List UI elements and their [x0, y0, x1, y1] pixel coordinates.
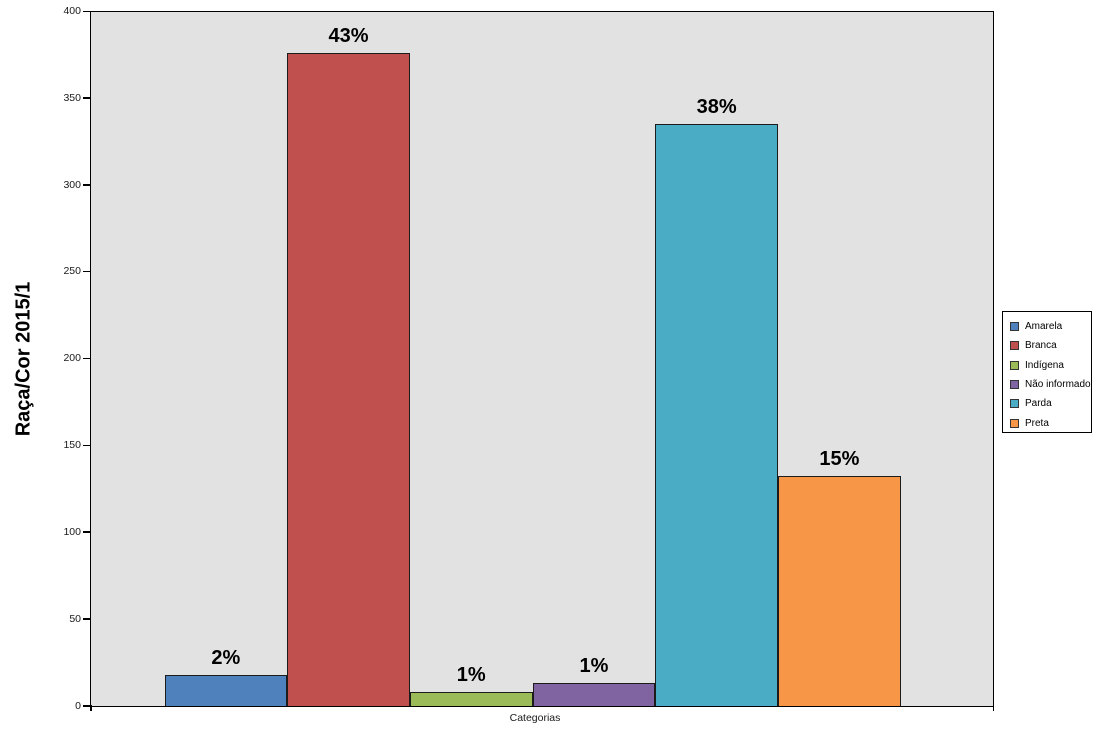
- x-axis-end-tick: [992, 705, 994, 711]
- legend-swatch-preta: [1010, 418, 1019, 428]
- y-tick-mark: [83, 184, 90, 186]
- y-tick-mark: [83, 444, 90, 447]
- plot-area: 2% 43% 1% 1% 38% 15%: [90, 11, 994, 707]
- y-tick-mark: [83, 618, 90, 620]
- y-tick-label: 350: [63, 91, 81, 104]
- y-tick-mark: [83, 97, 90, 99]
- y-tick-label: 50: [69, 612, 81, 625]
- legend-swatch-amarela: [1010, 322, 1019, 332]
- legend-label-nao-informado: Não informado: [1025, 379, 1091, 391]
- bar-value-label-nao-informado: 1%: [579, 655, 609, 678]
- legend-swatch-nao-informado: [1010, 380, 1019, 390]
- legend-item-preta: Preta: [1003, 413, 1091, 432]
- bar-value-label-parda: 38%: [696, 95, 737, 118]
- bar-value-label-indigena: 1%: [456, 664, 486, 687]
- legend-swatch-branca: [1010, 341, 1019, 351]
- y-tick-label: 250: [63, 265, 81, 278]
- legend-item-indigena: Indígena: [1003, 356, 1091, 375]
- y-tick-label: 150: [63, 439, 81, 452]
- x-axis-title: Categorias: [509, 712, 561, 724]
- legend-item-branca: Branca: [1003, 336, 1091, 355]
- y-tick-mark: [83, 531, 90, 533]
- y-tick-mark: [83, 705, 90, 707]
- y-tick-mark: [83, 10, 90, 12]
- bar-parda: [655, 123, 778, 706]
- y-tick-mark: [83, 270, 90, 273]
- bar-preta: [778, 475, 901, 706]
- legend-item-parda: Parda: [1003, 394, 1091, 413]
- y-tick-label: 300: [63, 178, 81, 191]
- legend-item-amarela: Amarela: [1003, 317, 1091, 336]
- legend-label-branca: Branca: [1025, 340, 1057, 352]
- y-tick-label: 200: [63, 352, 81, 365]
- y-tick-label: 100: [63, 525, 81, 538]
- bar-value-label-branca: 43%: [328, 24, 369, 47]
- y-tick-label: 400: [63, 5, 81, 17]
- bar-branca: [287, 52, 410, 706]
- bar-value-label-preta: 15%: [819, 447, 860, 470]
- legend-label-parda: Parda: [1025, 398, 1052, 410]
- y-tick-mark: [83, 357, 90, 360]
- bar-amarela: [164, 674, 288, 706]
- legend-swatch-indigena: [1010, 360, 1019, 370]
- legend-label-indigena: Indígena: [1025, 359, 1064, 371]
- x-axis-end-tick: [90, 705, 92, 711]
- bar-nao-informado: [532, 683, 656, 706]
- bar-indigena: [409, 692, 533, 706]
- legend-label-preta: Preta: [1025, 417, 1049, 429]
- legend-item-nao-informado: Não informado: [1003, 375, 1091, 394]
- legend-swatch-parda: [1010, 399, 1019, 409]
- legend: Amarela Branca Indígena Não informado Parda P…: [1002, 311, 1092, 433]
- y-tick-label: 0: [75, 699, 81, 712]
- legend-label-amarela: Amarela: [1025, 321, 1063, 333]
- y-axis-title: Raça/Cor 2015/1: [12, 281, 35, 437]
- bar-value-label-amarela: 2%: [211, 646, 241, 669]
